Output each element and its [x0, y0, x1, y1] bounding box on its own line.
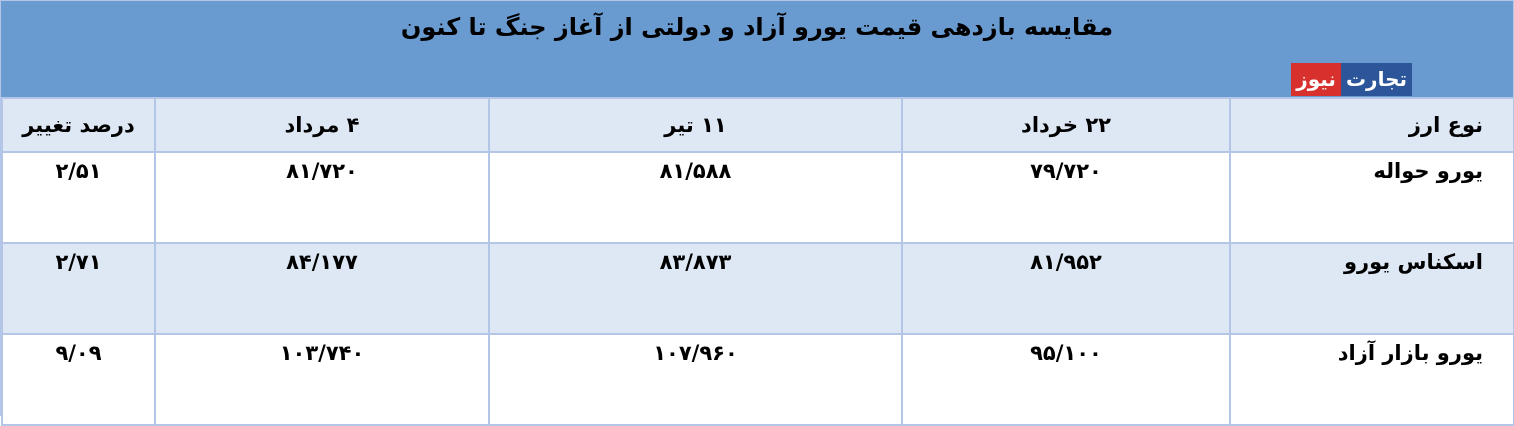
header-date-3: ۴ مرداد: [154, 97, 490, 153]
change-cell: ۹/۰۹: [1, 333, 156, 426]
title-bar: مقایسه بازدهی قیمت یورو آزاد و دولتی از …: [1, 1, 1513, 97]
value-cell: ۸۱/۵۸۸: [488, 151, 903, 244]
header-currency-type: نوع ارز: [1229, 97, 1514, 153]
value-cell: ۸۱/۷۲۰: [154, 151, 490, 244]
currency-cell: یورو بازار آزاد: [1229, 333, 1514, 426]
header-date-2: ۱۱ تیر: [488, 97, 903, 153]
header-change-percent: درصد تغییر: [1, 97, 156, 153]
table-row: اسکناس یورو ۸۱/۹۵۲ ۸۳/۸۷۳ ۸۴/۱۷۷ ۲/۷۱: [1, 242, 1514, 335]
header-row: نوع ارز ۲۲ خرداد ۱۱ تیر ۴ مرداد درصد تغی…: [1, 97, 1514, 153]
change-cell: ۲/۵۱: [1, 151, 156, 244]
value-cell: ۸۱/۹۵۲: [901, 242, 1231, 335]
tejarat-news-logo: تجارت نیوز: [1291, 63, 1412, 96]
table-row: یورو بازار آزاد ۹۵/۱۰۰ ۱۰۷/۹۶۰ ۱۰۳/۷۴۰ ۹…: [1, 333, 1514, 426]
value-cell: ۱۰۷/۹۶۰: [488, 333, 903, 426]
value-cell: ۸۳/۸۷۳: [488, 242, 903, 335]
value-cell: ۱۰۳/۷۴۰: [154, 333, 490, 426]
table-row: یورو حواله ۷۹/۷۲۰ ۸۱/۵۸۸ ۸۱/۷۲۰ ۲/۵۱: [1, 151, 1514, 244]
value-cell: ۹۵/۱۰۰: [901, 333, 1231, 426]
change-cell: ۲/۷۱: [1, 242, 156, 335]
currency-cell: یورو حواله: [1229, 151, 1514, 244]
logo-part-2: نیوز: [1291, 63, 1341, 96]
logo-part-1: تجارت: [1340, 63, 1412, 96]
data-table: نوع ارز ۲۲ خرداد ۱۱ تیر ۴ مرداد درصد تغی…: [1, 97, 1514, 426]
header-date-1: ۲۲ خرداد: [901, 97, 1231, 153]
value-cell: ۸۴/۱۷۷: [154, 242, 490, 335]
table-title: مقایسه بازدهی قیمت یورو آزاد و دولتی از …: [400, 13, 1114, 41]
currency-cell: اسکناس یورو: [1229, 242, 1514, 335]
value-cell: ۷۹/۷۲۰: [901, 151, 1231, 244]
